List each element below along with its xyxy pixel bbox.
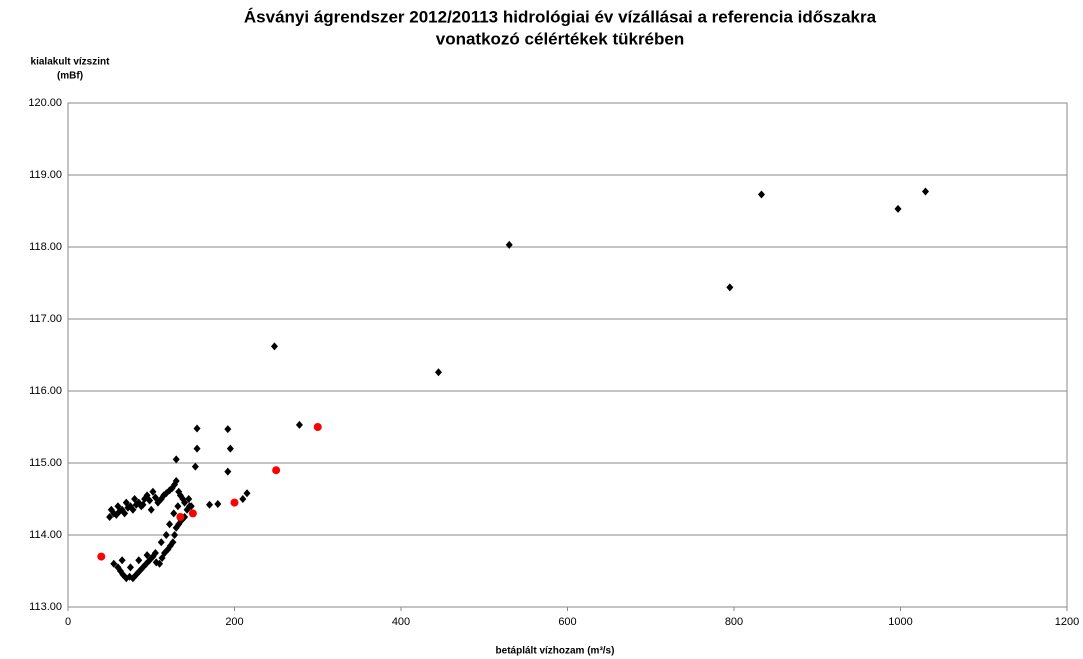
point [139,500,147,509]
point [97,552,106,561]
point [214,500,222,509]
point [434,368,442,377]
point [151,549,159,557]
x-tick-label: 600 [558,616,576,628]
y-tick-label: 120.00 [28,97,62,109]
point [270,342,278,351]
point [135,556,143,565]
point [162,531,170,539]
point [921,187,929,196]
chart-title: vonatkozó célértékek tükrében [436,29,684,48]
y-tick-label: 118.00 [29,241,62,253]
point [122,498,130,507]
point [226,444,234,453]
point [131,495,139,503]
point [118,556,126,565]
plot-area [67,102,1068,608]
point [239,495,247,503]
y-tick-label: 114.00 [29,529,62,541]
point [114,502,122,511]
point [129,505,137,514]
point [110,559,118,568]
point [157,538,165,547]
x-tick-label: 800 [725,616,743,628]
point [313,423,322,431]
point [894,204,902,213]
point [143,551,151,560]
point [172,455,180,464]
point [230,498,239,507]
point [191,462,199,471]
point [146,496,154,505]
point [185,495,193,503]
point [206,500,214,509]
y-axis-label: (mBf) [57,71,83,82]
point [172,477,180,485]
point [193,424,201,433]
x-tick-label: 1200 [1055,616,1079,628]
point [106,513,114,521]
point [224,425,232,434]
chart-title: Ásványi ágrendszer 2012/20113 hidrológia… [244,7,877,26]
point [181,498,189,507]
point [188,509,197,518]
point [224,467,232,476]
x-tick-label: 0 [65,616,71,628]
point [505,240,513,249]
point [186,502,194,511]
point [726,283,734,292]
y-tick-label: 115.00 [29,457,62,469]
point [176,513,185,521]
point [243,489,251,498]
point [121,509,129,518]
y-tick-label: 113.00 [29,601,62,613]
point [170,509,178,518]
point [126,563,134,572]
y-tick-label: 119.00 [29,169,62,181]
point [169,538,177,547]
point [156,559,164,568]
point [149,487,157,496]
y-tick-label: 117.00 [29,313,62,325]
point [272,466,281,475]
x-tick-label: 1000 [888,616,912,628]
y-tick-label: 116.00 [29,385,62,397]
point [171,531,179,539]
x-tick-label: 400 [392,616,410,628]
point [107,505,115,514]
x-tick-label: 200 [225,616,243,628]
y-axis-label: kialakult vízszint [31,57,111,68]
point [166,520,174,529]
x-axis-label: betáplált vízhozam (m³/s) [496,646,615,657]
point [295,420,303,429]
point [174,502,182,511]
point [757,190,765,199]
point [193,444,201,453]
point [147,505,155,514]
